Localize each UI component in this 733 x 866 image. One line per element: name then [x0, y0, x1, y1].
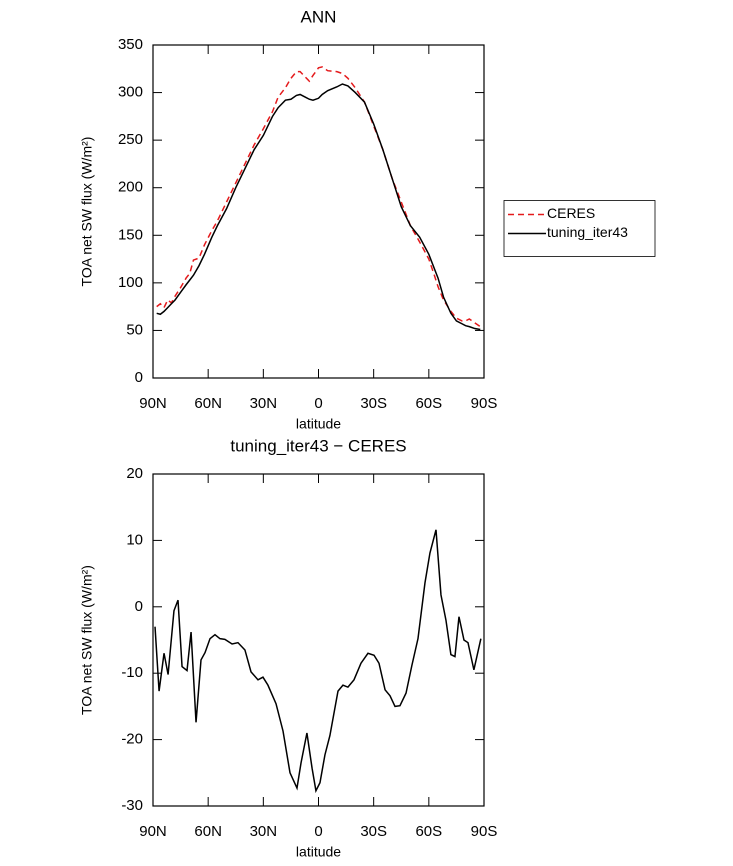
x-tick-label: 90S — [471, 395, 498, 412]
y-axis-label: TOA net SW flux (W/m²) — [79, 565, 95, 715]
y-tick-label: 50 — [126, 321, 143, 338]
x-tick-label: 30N — [250, 395, 278, 412]
plot-frame — [152, 473, 485, 807]
y-tick-label: -20 — [121, 731, 143, 748]
y-tick-label: 300 — [118, 84, 143, 101]
x-tick-label: 60S — [415, 823, 442, 840]
plot-frame — [152, 44, 485, 379]
legend-box — [503, 200, 656, 257]
chart-title: tuning_iter43 − CERES — [230, 436, 406, 455]
chart-title: ANN — [301, 7, 337, 26]
x-tick-label: 60S — [415, 395, 442, 412]
x-tick-label: 0 — [314, 395, 322, 412]
legend-label: tuning_iter43 — [547, 224, 628, 240]
y-tick-label: 0 — [135, 369, 143, 386]
legend-label: CERES — [547, 205, 595, 221]
x-tick-label: 60N — [194, 395, 222, 412]
x-tick-label: 30S — [360, 823, 387, 840]
x-axis-label: latitude — [296, 416, 341, 432]
y-tick-label: 150 — [118, 226, 143, 243]
y-tick-label: -30 — [121, 797, 143, 814]
y-tick-label: 250 — [118, 131, 143, 148]
x-tick-label: 0 — [314, 823, 322, 840]
y-tick-label: 20 — [126, 465, 143, 482]
y-tick-label: -10 — [121, 664, 143, 681]
y-axis-label: TOA net SW flux (W/m²) — [79, 137, 95, 287]
y-tick-label: 100 — [118, 274, 143, 291]
x-tick-label: 90N — [139, 395, 167, 412]
y-tick-label: 10 — [126, 531, 143, 548]
data-line — [156, 83, 481, 331]
data-line — [154, 529, 482, 794]
data-line — [156, 66, 481, 328]
x-tick-label: 90N — [139, 823, 167, 840]
x-tick-label: 30S — [360, 395, 387, 412]
y-tick-label: 200 — [118, 179, 143, 196]
y-tick-label: 350 — [118, 36, 143, 53]
x-tick-label: 90S — [471, 823, 498, 840]
x-tick-label: 30N — [250, 823, 278, 840]
x-axis-label: latitude — [296, 844, 341, 860]
y-tick-label: 0 — [135, 598, 143, 615]
x-tick-label: 60N — [194, 823, 222, 840]
